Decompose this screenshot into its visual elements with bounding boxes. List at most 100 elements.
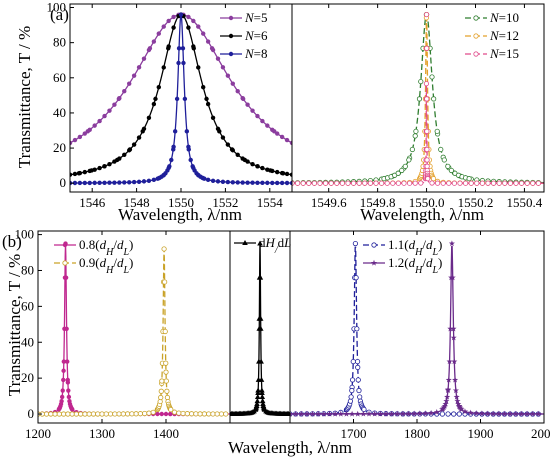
legend-marker-0-1: [228, 33, 234, 39]
legend-label-part: ): [129, 237, 133, 252]
y-tick-label-2-1: 20: [21, 370, 34, 385]
y-tick-label-0-2: 40: [53, 105, 66, 120]
legend-label-part: 0.8(: [79, 237, 100, 252]
data-point-1-2-34: [479, 180, 485, 186]
data-point-4-1-70: [458, 406, 465, 413]
legend-label-part: ): [129, 255, 133, 270]
legend-label-1-2: N=15: [489, 46, 519, 61]
data-point-2-1-19: [116, 411, 122, 417]
data-point-1-2-35: [485, 180, 491, 186]
data-point-4-1-64: [453, 393, 460, 400]
data-point-0-1-3: [82, 169, 88, 175]
data-point-4-1-12: [354, 410, 361, 417]
data-point-2-1-9: [73, 411, 80, 417]
data-point-1-2-37: [496, 180, 502, 186]
data-point-4-1-36: [490, 410, 497, 417]
data-point-2-1-53: [158, 388, 164, 394]
data-point-2-0-70: [70, 407, 75, 412]
data-point-0-2-40: [265, 180, 270, 186]
data-point-4-1-59: [449, 274, 456, 281]
legend-label-part: d: [278, 235, 285, 250]
data-point-1-2-38: [502, 180, 508, 186]
data-point-1-0-25: [429, 74, 435, 80]
y-tick-label-0-0: 0: [60, 175, 67, 190]
data-point-2-0-29: [159, 411, 164, 417]
legend-item-4-0: 1.1(dH/dL): [363, 237, 442, 258]
data-point-1-2-25: [429, 180, 435, 186]
data-point-2-0-59: [63, 275, 69, 280]
data-point-0-0-57: [147, 46, 153, 51]
data-point-0-0-19: [161, 24, 166, 29]
data-point-4-1-2: [298, 410, 305, 417]
data-point-0-1-27: [201, 84, 206, 90]
data-point-0-2-10: [117, 180, 122, 185]
data-point-4-1-17: [382, 410, 389, 417]
data-point-0-0-28: [205, 39, 211, 44]
data-point-0-0-43: [279, 134, 285, 140]
y-label-b-text: Transmittance, T / %: [5, 254, 24, 396]
chart-panel-2: 1200 1300 14000204060801000.8(dH/dL)0.9(dH…: [15, 227, 231, 441]
x-axis-label-a-left: Wavelength, λ/nm: [118, 205, 242, 224]
data-point-1-2-4: [311, 180, 317, 186]
data-point-0-1-18: [156, 84, 161, 90]
legend-item-4-1: 1.2(dH/dL): [363, 255, 442, 276]
x-tick-label-4-1: 1700: [341, 426, 367, 441]
data-point-0-0-39: [260, 118, 265, 124]
data-point-4-0-61: [354, 358, 361, 365]
data-point-1-0-63: [441, 157, 447, 163]
data-point-1-2-2: [300, 180, 306, 186]
data-point-4-1-67: [456, 402, 463, 409]
legend-label-part: /: [422, 237, 426, 252]
data-point-4-1-63: [452, 387, 459, 394]
data-point-1-2-10: [345, 180, 351, 186]
legend-label-part: N: [244, 46, 255, 61]
data-point-4-1-6: [320, 410, 327, 417]
data-point-0-1-42: [275, 169, 280, 175]
legend-label-part: /: [422, 255, 426, 270]
data-point-3-0-52: [254, 393, 261, 399]
legend-marker-4-0: [371, 242, 377, 248]
data-point-2-1-30: [163, 369, 169, 375]
data-point-0-1-32: [225, 142, 231, 147]
data-point-0-2-36: [245, 180, 250, 185]
data-point-0-1-24: [186, 25, 191, 30]
x-axis-label-a-right: Wavelength, λ/nm: [360, 205, 484, 224]
legend-label-part: 1.2(: [388, 255, 409, 270]
data-point-2-1-36: [189, 411, 195, 417]
data-point-4-0-30: [456, 411, 462, 417]
data-point-2-1-8: [69, 411, 75, 417]
data-point-0-0-45: [289, 140, 292, 146]
data-point-0-1-11: [122, 152, 127, 158]
legend-label-0-2: N=8: [244, 46, 268, 61]
data-point-0-0-20: [166, 18, 171, 24]
data-point-1-2-58: [423, 11, 430, 18]
data-point-4-1-31: [461, 408, 469, 415]
data-point-0-0-6: [97, 118, 102, 124]
data-point-0-1-19: [161, 65, 166, 70]
data-point-1-2-23: [418, 180, 424, 186]
data-point-4-1-10: [343, 410, 350, 417]
data-point-1-2-20: [401, 180, 407, 186]
data-point-1-2-33: [474, 180, 480, 186]
data-point-0-0-37: [250, 108, 255, 113]
data-point-0-2-58: [178, 12, 184, 17]
data-point-0-2-3: [82, 180, 88, 186]
data-point-0-2-45: [289, 180, 292, 186]
series-2-1: [38, 246, 230, 417]
legend-item-3-0: dH/dL: [234, 235, 291, 256]
legend-label-part: d: [409, 255, 416, 270]
data-point-4-1-44: [535, 410, 542, 417]
axes-frame-4: [289, 230, 545, 424]
data-point-0-1-13: [131, 142, 137, 147]
legend-label-part: =10: [499, 10, 519, 25]
legend-label-part: H: [105, 265, 114, 276]
data-point-0-0-13: [131, 73, 137, 78]
data-point-0-2-34: [235, 180, 240, 185]
series-line-4-1: [290, 245, 544, 415]
y-tick-label-2-4: 80: [21, 262, 34, 277]
data-point-4-1-40: [512, 410, 519, 417]
data-point-2-1-15: [99, 411, 105, 417]
data-point-0-2-11: [122, 180, 127, 185]
data-point-0-0-34: [235, 88, 240, 94]
data-point-0-2-8: [107, 180, 112, 185]
